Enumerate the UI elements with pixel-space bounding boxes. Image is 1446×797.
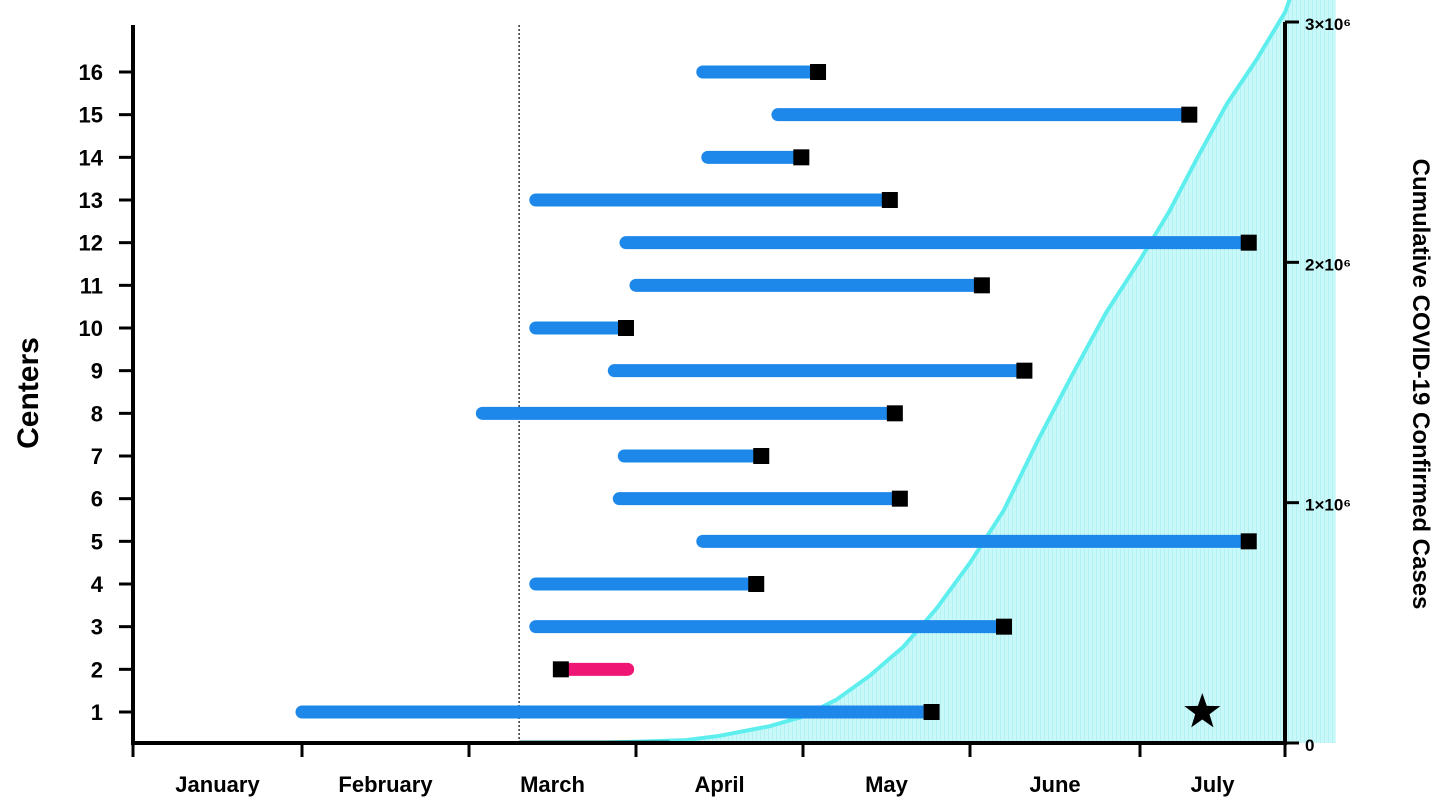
y2-tick-label-2: 2×10⁶	[1305, 255, 1351, 274]
x-tick-label-april: April	[694, 772, 744, 797]
y-tick-label-9: 9	[91, 359, 103, 384]
center-end-marker-6	[891, 490, 908, 507]
y-tick-label-13: 13	[79, 188, 103, 213]
y-tick-label-8: 8	[91, 401, 103, 426]
y-tick-label-10: 10	[79, 316, 103, 341]
center-end-marker-15	[1181, 106, 1198, 123]
y-tick-label-2: 2	[91, 657, 103, 682]
center-end-marker-4	[748, 576, 765, 592]
center-end-marker-16	[810, 64, 827, 80]
y-tick-label-6: 6	[91, 487, 103, 512]
x-tick-label-february: February	[338, 772, 433, 797]
center-end-marker-5	[1240, 533, 1257, 550]
y-axis-label: Centers	[12, 337, 45, 449]
y2-tick-label-1: 1×10⁶	[1305, 496, 1351, 515]
y-tick-label-7: 7	[91, 444, 103, 469]
center-end-marker-10	[617, 320, 634, 336]
y-tick-label-16: 16	[79, 60, 103, 85]
x-tick-label-january: January	[175, 772, 260, 797]
cases-area	[519, 0, 1336, 743]
x-tick-label-july: July	[1190, 772, 1235, 797]
center-end-marker-3	[996, 618, 1012, 635]
center-end-marker-9	[1016, 362, 1033, 379]
y2-tick-label-3: 3×10⁶	[1305, 15, 1351, 34]
center-end-marker-13	[881, 192, 898, 208]
center-end-marker-14	[793, 149, 810, 166]
x-tick-label-march: March	[520, 772, 585, 797]
star-icon	[1184, 693, 1221, 728]
y-tick-label-14: 14	[79, 145, 104, 170]
center-end-marker-8	[886, 405, 903, 422]
y2-tick-label-0: 0	[1305, 736, 1314, 755]
y-tick-label-15: 15	[79, 103, 103, 128]
y-tick-label-5: 5	[91, 529, 103, 554]
y-tick-label-4: 4	[91, 572, 104, 597]
center-end-marker-1	[923, 704, 940, 720]
x-tick-label-june: June	[1029, 772, 1080, 797]
center-end-marker-7	[753, 448, 770, 464]
center-end-marker-11	[973, 277, 990, 294]
y-tick-label-11: 11	[80, 273, 103, 298]
y-tick-label-3: 3	[91, 615, 103, 640]
y-tick-label-1: 1	[91, 700, 103, 725]
cases-line	[519, 0, 1292, 745]
y-tick-label-12: 12	[79, 231, 103, 256]
center-bars-layer	[295, 64, 1257, 728]
y2-axis-label: Cumulative COVID-19 Confirmed Cases	[1407, 159, 1434, 610]
center-end-marker-2	[552, 661, 569, 678]
x-tick-label-may: May	[865, 772, 909, 797]
center-end-marker-12	[1240, 234, 1257, 251]
